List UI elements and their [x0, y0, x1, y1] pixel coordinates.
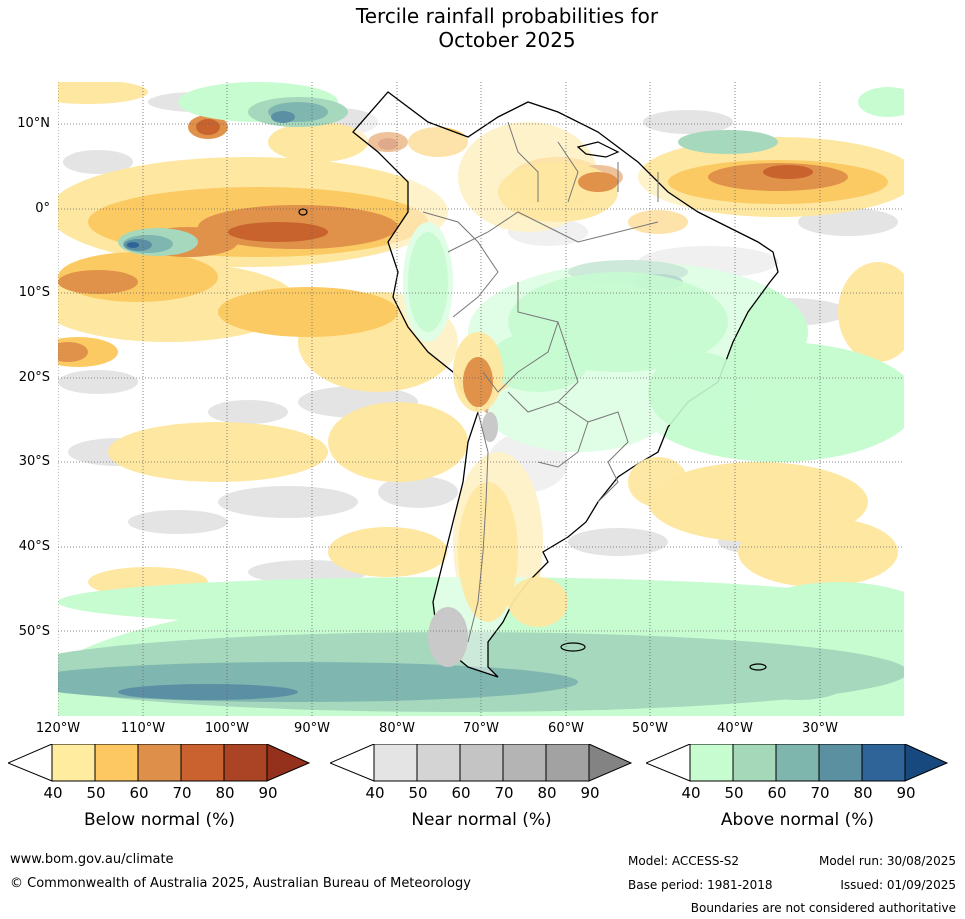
cb-above-title: Above normal (%) — [720, 810, 875, 830]
colorbar-segment — [904, 744, 949, 782]
country-borders — [422, 121, 659, 643]
lon-label-40w: 40°W — [717, 721, 753, 736]
lon-label-30w: 30°W — [802, 721, 838, 736]
website-link[interactable]: www.bom.gov.au/climate — [10, 852, 174, 867]
colorbar-segment — [646, 744, 691, 782]
cb-below-tick-50: 50 — [86, 784, 106, 802]
boundaries-disclaimer: Boundaries are not considered authoritat… — [690, 901, 956, 915]
colorbar-segment — [818, 744, 863, 782]
lon-label-50w: 50°W — [632, 721, 668, 736]
cb-near-tick-70: 70 — [494, 784, 514, 802]
cb-near-tick-80: 80 — [537, 784, 557, 802]
land-near-normal — [428, 412, 498, 667]
cb-above-tick-40: 40 — [681, 784, 701, 802]
colorbar-segment — [373, 744, 418, 782]
colorbar-above-normal-gradient — [646, 744, 949, 782]
colorbar-segment — [180, 744, 225, 782]
lat-label-30s: 30°S — [18, 454, 50, 469]
cb-near-tick-60: 60 — [451, 784, 471, 802]
model-run: Model run: 30/08/2025 — [818, 854, 956, 868]
colorbar-segment — [137, 744, 182, 782]
islands — [298, 141, 767, 671]
colorbar-segment — [416, 744, 461, 782]
lon-label-70w: 70°W — [463, 721, 499, 736]
colorbar-segment — [330, 744, 375, 782]
land-below-normal-strong — [463, 172, 618, 407]
lat-label-50s: 50°S — [18, 624, 50, 639]
colorbar-segment — [689, 744, 734, 782]
rainfall-probability-map — [58, 82, 904, 716]
colorbar-segment — [266, 744, 311, 782]
colorbar-near-normal-gradient — [330, 744, 633, 782]
colorbar-segment — [732, 744, 777, 782]
lon-label-80w: 80°W — [379, 721, 415, 736]
cb-below-tick-40: 40 — [43, 784, 63, 802]
cb-near-tick-50: 50 — [408, 784, 428, 802]
cb-below-tick-80: 80 — [215, 784, 235, 802]
lat-label-0: 0° — [35, 201, 50, 216]
title-line-1: Tercile rainfall probabilities for — [355, 4, 659, 28]
cb-near-title: Near normal (%) — [411, 810, 552, 830]
colorbar-segment — [588, 744, 633, 782]
colorbar-segment — [51, 744, 96, 782]
cb-above-tick-60: 60 — [767, 784, 787, 802]
lon-label-90w: 90°W — [294, 721, 330, 736]
lon-label-120w: 120°W — [35, 721, 81, 736]
above-normal-90 — [127, 242, 139, 248]
colorbar-segment — [502, 744, 547, 782]
model-name: Model: ACCESS-S2 — [628, 854, 740, 868]
lat-label-20s: 20°S — [18, 370, 50, 385]
colorbar-segment — [459, 744, 504, 782]
lon-label-110w: 110°W — [120, 721, 166, 736]
map-canvas — [58, 82, 904, 716]
cb-below-tick-90: 90 — [258, 784, 278, 802]
colorbar-segment — [545, 744, 590, 782]
map-title: Tercile rainfall probabilities for Octob… — [0, 4, 965, 52]
title-line-2: October 2025 — [438, 28, 576, 52]
map-gridlines — [58, 82, 904, 716]
cb-near-tick-40: 40 — [365, 784, 385, 802]
lat-label-10s: 10°S — [18, 285, 50, 300]
issued-date: Issued: 01/09/2025 — [840, 878, 956, 892]
land-above-normal — [408, 232, 748, 432]
cb-above-tick-50: 50 — [724, 784, 744, 802]
colorbar-segment — [94, 744, 139, 782]
colorbar-segment — [861, 744, 906, 782]
cb-above-tick-80: 80 — [853, 784, 873, 802]
colorbar-below-normal-gradient — [8, 744, 311, 782]
cb-above-tick-90: 90 — [896, 784, 916, 802]
cb-below-title: Below normal (%) — [84, 810, 235, 830]
lat-label-40s: 40°S — [18, 539, 50, 554]
colorbar-segment — [775, 744, 820, 782]
lat-label-10n: 10°N — [17, 116, 50, 131]
cb-below-40 — [8, 744, 53, 782]
cb-near-tick-90: 90 — [580, 784, 600, 802]
cb-below-tick-70: 70 — [172, 784, 192, 802]
colorbar-segment — [223, 744, 268, 782]
base-period: Base period: 1981-2018 — [628, 878, 773, 892]
lon-label-60w: 60°W — [548, 721, 584, 736]
cb-below-tick-60: 60 — [129, 784, 149, 802]
lon-label-100w: 100°W — [204, 721, 250, 736]
cb-above-tick-70: 70 — [810, 784, 830, 802]
copyright-text: © Commonwealth of Australia 2025, Austra… — [10, 876, 471, 891]
